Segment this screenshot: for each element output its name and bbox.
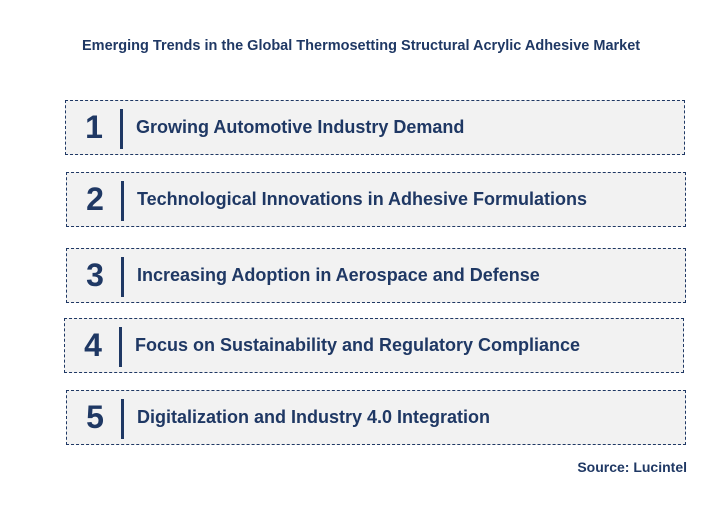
divider-bar — [121, 399, 124, 439]
trend-number: 4 — [84, 327, 102, 363]
divider-bar — [121, 181, 124, 221]
trend-number: 1 — [85, 109, 103, 145]
trend-item-4: 4 Focus on Sustainability and Regulatory… — [64, 318, 684, 373]
trend-label: Increasing Adoption in Aerospace and Def… — [137, 265, 540, 285]
trend-label: Digitalization and Industry 4.0 Integrat… — [137, 407, 491, 427]
trend-item-2: 2 Technological Innovations in Adhesive … — [66, 172, 686, 227]
trend-number: 2 — [86, 181, 104, 217]
divider-bar — [119, 327, 122, 367]
trend-item-3: 3 Increasing Adoption in Aerospace and D… — [66, 248, 686, 303]
source-label: Source: Lucintel — [577, 459, 687, 475]
trend-label: Growing Automotive Industry Demand — [136, 117, 465, 137]
trend-number: 5 — [86, 399, 104, 435]
trend-item-1: 1 Growing Automotive Industry Demand — [65, 100, 685, 155]
divider-bar — [120, 109, 123, 149]
trend-number: 3 — [86, 257, 104, 293]
chart-title: Emerging Trends in the Global Thermosett… — [82, 38, 641, 54]
trend-label: Focus on Sustainability and Regulatory C… — [135, 335, 581, 355]
divider-bar — [121, 257, 124, 297]
trend-label: Technological Innovations in Adhesive Fo… — [137, 189, 588, 209]
trend-item-5: 5 Digitalization and Industry 4.0 Integr… — [66, 390, 686, 445]
